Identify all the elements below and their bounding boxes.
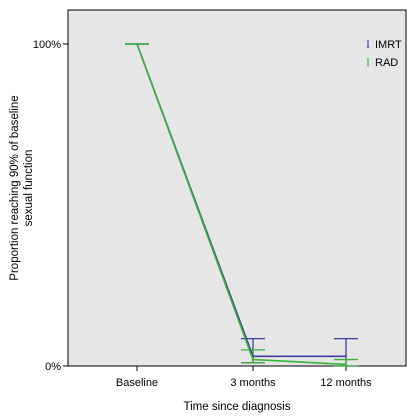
legend-label-imrt: IMRT [375,39,402,51]
plot-area [67,9,407,367]
series-line-rad [136,43,347,366]
legend-label-rad: RAD [375,57,398,69]
y-axis-title-line-1: Proportion reaching 90% of baseline [9,95,21,280]
legend: I IMRT I RAD [366,37,402,69]
x-tick-label: 12 months [320,377,372,389]
legend-marker-rad: I [366,55,370,69]
y-axis-ticks: 0% 100% [33,39,68,373]
legend-marker-imrt: I [366,37,370,51]
x-tick-label: 3 months [230,377,276,389]
y-axis-title-line-2: sexual function [23,150,35,227]
y-tick-label: 100% [33,39,61,51]
x-tick-label: Baseline [116,377,158,389]
x-axis-title: Time since diagnosis [184,401,291,413]
x-axis-ticks: Baseline 3 months 12 months [116,366,372,389]
series-layer [125,43,358,367]
y-tick-label: 0% [45,361,61,373]
